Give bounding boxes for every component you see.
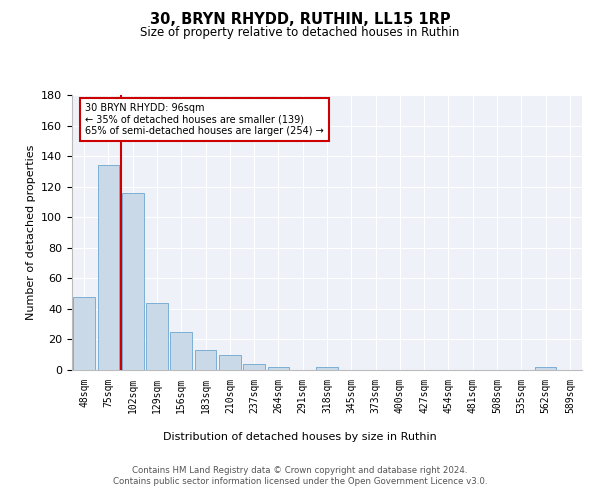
Bar [170,332,192,370]
Bar [122,193,143,370]
Bar [316,367,338,370]
Bar [97,166,119,370]
Bar [73,296,95,370]
Text: Contains HM Land Registry data © Crown copyright and database right 2024.: Contains HM Land Registry data © Crown c… [132,466,468,475]
Text: Contains public sector information licensed under the Open Government Licence v3: Contains public sector information licen… [113,478,487,486]
Bar [243,364,265,370]
Bar [535,367,556,370]
Y-axis label: Number of detached properties: Number of detached properties [26,145,35,320]
Bar [146,303,168,370]
Text: Size of property relative to detached houses in Ruthin: Size of property relative to detached ho… [140,26,460,39]
Bar [219,354,241,370]
Text: Distribution of detached houses by size in Ruthin: Distribution of detached houses by size … [163,432,437,442]
Bar [194,350,217,370]
Text: 30, BRYN RHYDD, RUTHIN, LL15 1RP: 30, BRYN RHYDD, RUTHIN, LL15 1RP [149,12,451,28]
Bar [268,367,289,370]
Text: 30 BRYN RHYDD: 96sqm
← 35% of detached houses are smaller (139)
65% of semi-deta: 30 BRYN RHYDD: 96sqm ← 35% of detached h… [85,102,324,136]
